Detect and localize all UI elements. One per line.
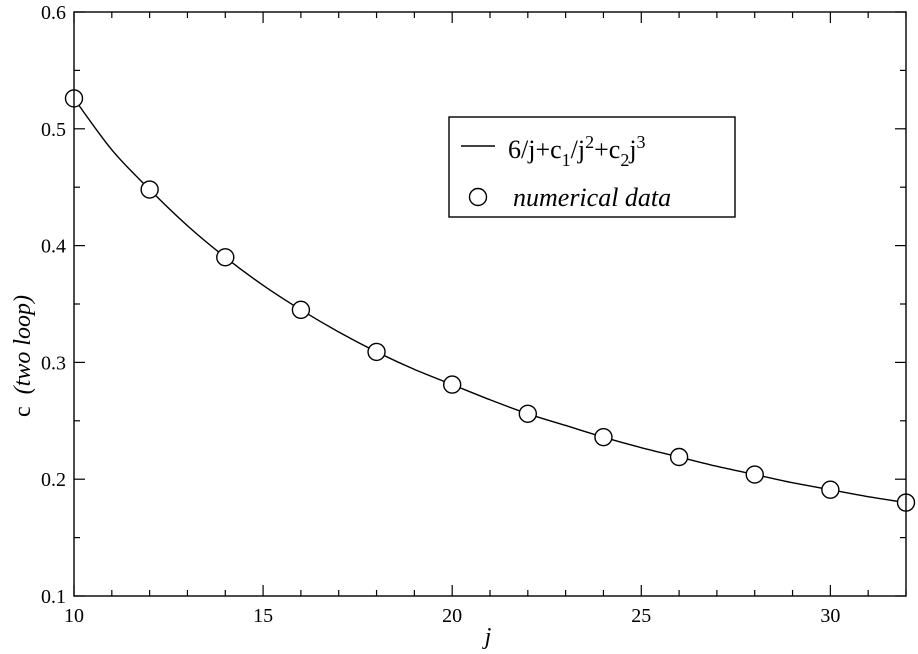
data-point — [518, 404, 538, 423]
y-axis-label: c (two loop) — [10, 295, 36, 417]
fit-curve — [73, 98, 907, 504]
data-point — [669, 447, 689, 467]
fit-series — [73, 98, 907, 504]
y-tick-label: 0.6 — [41, 2, 66, 24]
legend: 6/j+c1/j2+c2j3 numerical data — [448, 116, 736, 218]
y-axis-label-qualifier: (two loop) — [10, 295, 36, 394]
y-tick-label: 0.5 — [41, 119, 66, 141]
legend-box — [448, 116, 736, 218]
y-tick-label: 0.4 — [41, 236, 66, 258]
legend-formula-part: j — [628, 135, 636, 164]
legend-marker-swatch — [468, 187, 488, 207]
legend-formula-part: 3 — [637, 132, 646, 152]
axis-ticks — [73, 11, 907, 597]
legend-entry-data: numerical data — [513, 183, 671, 212]
x-tick-label: 15 — [253, 605, 273, 627]
data-point — [140, 180, 159, 199]
data-point — [367, 342, 386, 362]
tick-labels: 10 15 20 25 30 0.1 0.2 0.3 0.4 0.5 0.6 — [41, 2, 840, 627]
legend-formula-part: +c — [594, 135, 620, 164]
y-tick-label: 0.3 — [41, 352, 66, 374]
plot-frame — [73, 11, 907, 597]
y-tick-label: 0.2 — [41, 469, 66, 491]
data-point — [442, 375, 462, 394]
legend-formula-part: /j — [571, 135, 585, 164]
legend-formula-part: 2 — [620, 150, 629, 170]
numerical-data-series — [64, 89, 916, 512]
x-tick-label: 10 — [64, 605, 84, 627]
x-tick-label: 25 — [631, 605, 651, 627]
legend-entry-fit: 6/j+c1/j2+c2j3 — [508, 132, 646, 170]
legend-formula-part: 1 — [562, 150, 571, 170]
data-point — [745, 465, 764, 484]
data-point — [594, 427, 613, 447]
legend-formula-part: 2 — [585, 132, 594, 152]
y-axis-label-main: c — [10, 406, 36, 417]
x-tick-label: 20 — [442, 605, 462, 627]
data-point — [821, 480, 840, 499]
x-axis-label: j — [482, 624, 492, 650]
y-tick-label: 0.1 — [41, 586, 66, 608]
legend-formula-part: 6/j+c — [508, 135, 562, 164]
svg-text:c(two loop): c (two loop) — [10, 295, 36, 417]
x-tick-label: 30 — [820, 605, 840, 627]
data-point — [291, 300, 311, 320]
data-point — [216, 248, 235, 267]
